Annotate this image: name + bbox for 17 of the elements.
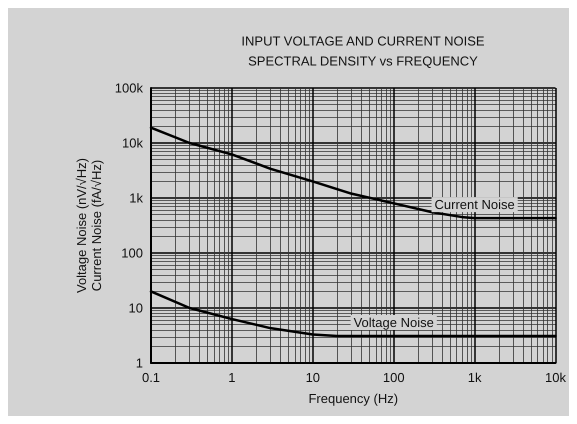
x-tick-label: 1k <box>468 370 482 385</box>
chart-title: INPUT VOLTAGE AND CURRENT NOISE SPECTRAL DENSITY vs FREQUENCY <box>241 34 485 68</box>
x-tick-label: 10 <box>306 370 320 385</box>
y-tick-label: 1 <box>136 356 143 370</box>
x-tick-label: 0.1 <box>142 370 160 385</box>
y-tick-label: 10 <box>128 300 143 316</box>
x-tick-label: 100 <box>382 370 405 385</box>
x-tick-label: 1 <box>228 370 236 385</box>
y-tick-label: 1k <box>129 190 144 206</box>
x-axis-title: Frequency (Hz) <box>308 391 398 406</box>
series-label: Voltage Noise <box>354 314 434 330</box>
y-axis-title: Voltage Noise (nV/√Hz) Current Noise (fA/√Hz) <box>74 158 104 294</box>
series-label: Current Noise <box>434 197 515 212</box>
y-tick-label: 100k <box>114 80 144 96</box>
x-tick-label: 10k <box>545 370 566 385</box>
y-tick-label: 10k <box>122 136 144 150</box>
y-tick-label: 100 <box>121 246 143 260</box>
